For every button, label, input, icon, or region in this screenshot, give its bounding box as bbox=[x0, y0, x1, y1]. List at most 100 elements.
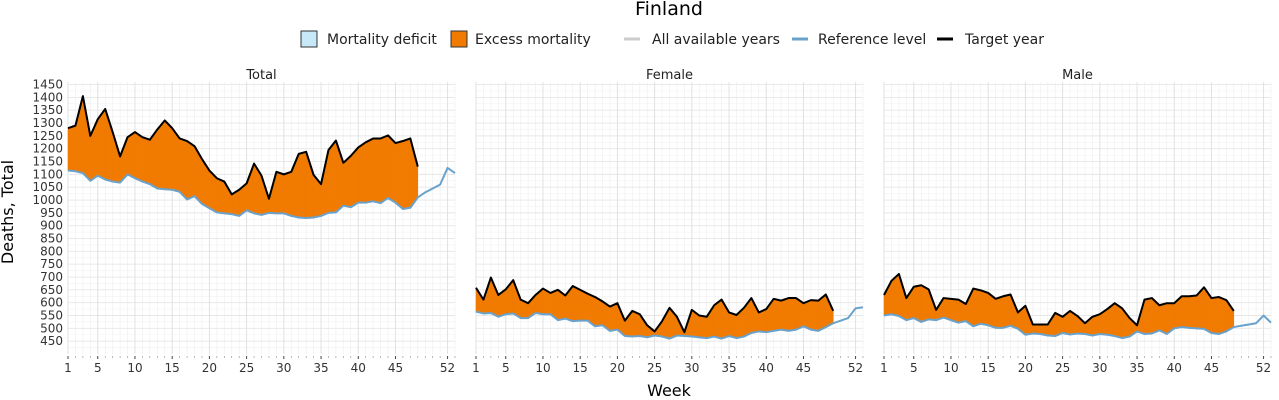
excess-mortality-segment bbox=[698, 315, 708, 339]
x-tick-label: 52 bbox=[848, 361, 863, 375]
x-tick-label: 15 bbox=[981, 361, 996, 375]
excess-mortality-segment bbox=[387, 134, 396, 204]
x-tick-label: 45 bbox=[1204, 361, 1219, 375]
excess-mortality-segment bbox=[67, 125, 76, 172]
x-tick-label: 1 bbox=[472, 361, 480, 375]
legend-item-all-available-years: All available years bbox=[624, 32, 780, 48]
excess-mortality-segment bbox=[913, 284, 922, 323]
excess-mortality-segment bbox=[357, 141, 366, 203]
x-tick-label: 25 bbox=[1055, 361, 1070, 375]
excess-mortality-segment bbox=[142, 136, 151, 185]
excess-mortality-segment bbox=[639, 313, 648, 338]
excess-mortality-segment bbox=[1181, 295, 1190, 329]
target-year-line bbox=[883, 272, 1235, 327]
legend-label-target-year: Target year bbox=[964, 32, 1044, 48]
excess-mortality-segment bbox=[380, 134, 389, 204]
y-tick-label: 1300 bbox=[32, 116, 63, 130]
legend-label-mortality-deficit: Mortality deficit bbox=[327, 32, 437, 48]
x-tick-label: 25 bbox=[239, 361, 254, 375]
target-year-line bbox=[67, 95, 419, 200]
excess-mortality-segment bbox=[402, 138, 411, 210]
x-tick-label: 52 bbox=[440, 361, 455, 375]
y-tick-label: 1150 bbox=[32, 155, 63, 169]
legend: Mortality deficit Excess mortality All ava… bbox=[300, 30, 1044, 48]
excess-mortality-segment bbox=[127, 131, 136, 179]
excess-mortality-segment bbox=[350, 146, 359, 208]
mortality-areas bbox=[883, 273, 1235, 339]
x-tick-label: 1 bbox=[880, 361, 888, 375]
excess-mortality-segment bbox=[995, 295, 1004, 329]
x-tick-label: 10 bbox=[535, 361, 550, 375]
x-tick-label: 10 bbox=[943, 361, 958, 375]
x-tick-label: 30 bbox=[684, 361, 699, 375]
excess-mortality-segment bbox=[1218, 296, 1227, 335]
x-axis-ticks: 1 5 10 15 20 25 30 35 40 45 52 bbox=[880, 356, 1272, 375]
excess-mortality-segment bbox=[179, 138, 188, 201]
x-tick-label: 5 bbox=[502, 361, 510, 375]
excess-mortality-segment bbox=[134, 131, 143, 183]
excess-mortality-segment bbox=[950, 298, 959, 324]
y-axis-title: Deaths, Total bbox=[0, 160, 17, 264]
x-tick-label: 35 bbox=[721, 361, 736, 375]
excess-mortality-segment bbox=[157, 119, 166, 190]
x-tick-label: 1 bbox=[64, 361, 72, 375]
excess-mortality-segment bbox=[1188, 295, 1197, 329]
x-axis-title: Week bbox=[647, 381, 692, 400]
y-tick-label: 1000 bbox=[32, 193, 63, 207]
y-tick-label: 1200 bbox=[32, 142, 63, 156]
excess-mortality-segment bbox=[1211, 296, 1220, 335]
x-tick-label: 35 bbox=[1129, 361, 1144, 375]
y-tick-label: 1350 bbox=[32, 103, 63, 117]
x-axis-ticks: 1 5 10 15 20 25 30 35 40 45 52 bbox=[64, 356, 456, 375]
excess-mortality-segment bbox=[186, 140, 195, 200]
x-tick-label: 35 bbox=[313, 361, 328, 375]
panel-title-female: Female bbox=[646, 68, 693, 83]
excess-mortality-segment bbox=[810, 299, 819, 332]
y-tick-label: 1050 bbox=[32, 180, 63, 194]
x-tick-label: 20 bbox=[610, 361, 625, 375]
x-tick-label: 5 bbox=[94, 361, 102, 375]
y-tick-label: 850 bbox=[40, 232, 63, 246]
excess-mortality-segment bbox=[372, 138, 381, 204]
y-tick-label: 1450 bbox=[32, 78, 63, 92]
x-tick-label: 15 bbox=[573, 361, 588, 375]
y-tick-label: 1100 bbox=[32, 167, 63, 181]
y-tick-label: 550 bbox=[40, 309, 63, 323]
panel-title-total: Total bbox=[245, 68, 276, 83]
excess-mortality-segment bbox=[1144, 297, 1153, 335]
excess-mortality-segment bbox=[475, 286, 484, 314]
legend-key-mortality-deficit bbox=[300, 30, 318, 48]
y-axis-ticks: 4505005506006507007508008509009501000105… bbox=[32, 78, 63, 349]
excess-mortality-segment bbox=[788, 297, 797, 332]
excess-mortality-segment bbox=[609, 302, 618, 332]
excess-mortality-segment bbox=[283, 171, 292, 217]
x-tick-label: 20 bbox=[202, 361, 217, 375]
excess-mortality-segment bbox=[112, 131, 121, 183]
legend-label-all-available-years: All available years bbox=[652, 32, 780, 48]
excess-mortality-segment bbox=[973, 288, 982, 327]
excess-mortality-segment bbox=[328, 139, 337, 214]
excess-mortality-segment bbox=[773, 298, 782, 332]
y-tick-label: 800 bbox=[40, 244, 63, 258]
chart-title: Finland bbox=[635, 0, 703, 20]
x-tick-label: 40 bbox=[351, 361, 366, 375]
reference-level-line bbox=[475, 306, 864, 340]
y-tick-label: 900 bbox=[40, 219, 63, 233]
y-tick-label: 650 bbox=[40, 283, 63, 297]
excess-mortality-segment bbox=[780, 297, 789, 332]
y-tick-label: 500 bbox=[40, 321, 63, 335]
reference-level-line bbox=[67, 166, 456, 219]
gridlines bbox=[67, 82, 456, 354]
excess-mortality-segment bbox=[276, 171, 285, 214]
excess-mortality-segment bbox=[82, 96, 91, 182]
excess-mortality-segment bbox=[194, 145, 203, 205]
excess-mortality-segment bbox=[579, 289, 588, 321]
excess-mortality-segment bbox=[943, 297, 952, 321]
x-tick-label: 45 bbox=[388, 361, 403, 375]
excess-mortality-segment bbox=[97, 108, 106, 181]
excess-mortality-segment bbox=[980, 289, 989, 326]
x-tick-label: 30 bbox=[1092, 361, 1107, 375]
y-tick-label: 450 bbox=[40, 334, 63, 348]
